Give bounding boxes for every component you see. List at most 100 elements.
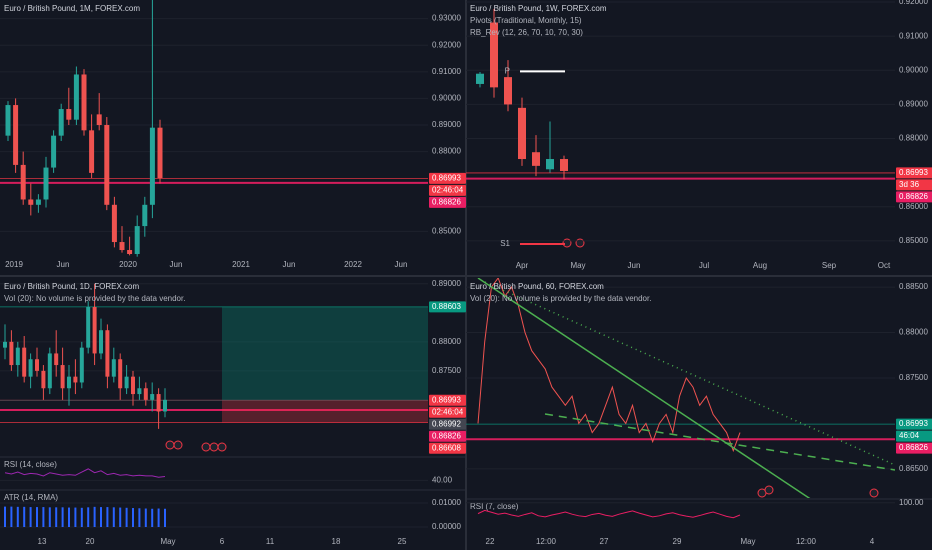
price-badge (429, 172, 466, 184)
candle-body (81, 74, 87, 131)
candle-body (96, 114, 102, 126)
candle-body (35, 199, 41, 205)
price-badge-label: 02:46:04 (432, 186, 464, 195)
candle-body (124, 376, 129, 389)
indicator-bar (16, 506, 19, 527)
plot (0, 0, 428, 257)
candle-body (15, 347, 20, 366)
candle-body (118, 359, 123, 389)
candle-body (60, 365, 65, 389)
y-tick-label: 40.00 (432, 476, 453, 485)
x-tick-label: Jun (628, 261, 641, 270)
plot (0, 283, 428, 429)
y-tick-label: 0.88000 (899, 134, 928, 143)
price-badge-label: 0.88603 (432, 302, 461, 311)
x-tick-label: Oct (878, 261, 891, 270)
x-tick-label: 29 (673, 537, 682, 546)
x-tick-label: Aug (753, 261, 767, 270)
chart-title: Euro / British Pound, 1M, FOREX.com (4, 4, 140, 13)
y-tick-label: 0.86000 (899, 202, 928, 211)
subpanel-title: RSI (14, close) (4, 460, 57, 469)
candle-body (20, 164, 26, 200)
y-tick-label: 0.92000 (899, 0, 928, 6)
candle-body (54, 353, 59, 366)
indicator-bar (36, 507, 38, 527)
indicator-bar (157, 508, 160, 527)
x-tick-label: 2021 (232, 260, 250, 269)
x-tick-label: May (160, 537, 175, 546)
x-tick-label: 20 (86, 537, 95, 546)
x-tick-label: 25 (398, 537, 407, 546)
price-badge-label: 0.86993 (432, 174, 461, 183)
candle-body (111, 359, 116, 377)
y-tick-label: 0.90000 (432, 94, 461, 103)
candle-body (131, 376, 135, 395)
price-badge (429, 406, 466, 418)
x-tick-label: Apr (516, 261, 529, 270)
price-badge-label: 0.86826 (899, 192, 928, 201)
x-tick-label: 18 (332, 537, 341, 546)
price-badge (429, 430, 466, 442)
x-tick-label: Jun (170, 260, 183, 269)
chart-title: Euro / British Pound, 1W, FOREX.com (470, 4, 607, 13)
candle-body (504, 77, 512, 105)
y-tick-label: 0.87500 (899, 373, 928, 382)
candle-body (41, 370, 46, 389)
x-tick-label: 2020 (119, 260, 137, 269)
price-badge (429, 301, 466, 313)
candle-body (157, 127, 163, 179)
candle-body (3, 341, 7, 348)
y-tick-label: 0.92000 (432, 40, 461, 49)
y-tick-label: 0.91000 (899, 31, 928, 40)
candle-body (163, 399, 167, 412)
price-badge-label: 0.86993 (899, 419, 928, 428)
indicator-bar (119, 507, 122, 527)
indicator-bar (125, 507, 128, 527)
study-label: Vol (20): No volume is provided by the d… (4, 294, 185, 303)
candle-body (127, 250, 133, 255)
candle-body (89, 130, 95, 173)
pivot-label: S1 (500, 239, 510, 248)
study-label: RB_Rev (12, 26, 70, 10, 70, 30) (470, 28, 583, 37)
indicator-bar (151, 508, 154, 527)
price-badge-label: 0.86993 (432, 395, 461, 404)
candle-body (9, 341, 14, 366)
price-badge (896, 191, 932, 203)
candle-body (490, 22, 498, 88)
candle-body (105, 330, 110, 377)
y-tick-label: 0.89000 (432, 279, 461, 288)
y-tick-label: 0.89000 (432, 120, 461, 129)
candle-body (73, 376, 78, 383)
x-tick-label: 27 (600, 537, 609, 546)
price-badge-label: 0.86993 (899, 168, 928, 177)
candle-body (99, 330, 103, 354)
candle-body (22, 347, 27, 377)
subpanel-title: RSI (7, close) (470, 502, 519, 511)
candle-body (111, 204, 117, 243)
candle-body (66, 109, 72, 120)
price-badge-label: 0.86826 (899, 443, 928, 452)
price-badge-label: 0.86608 (432, 443, 461, 452)
price-badge-label: 0.86826 (432, 198, 461, 207)
y-tick-label: 0.93000 (432, 14, 461, 23)
x-tick-label: 2019 (5, 260, 23, 269)
y-tick-label: 0.85000 (899, 236, 928, 245)
price-badge (896, 430, 932, 442)
candle-body (92, 307, 97, 354)
candle-body (67, 376, 71, 389)
indicator-bar (23, 506, 26, 527)
candle-body (35, 359, 39, 371)
candle-body (546, 159, 554, 170)
x-tick-label: 12:00 (796, 537, 817, 546)
position-target (222, 306, 428, 401)
plot (466, 278, 895, 498)
price-badge (896, 418, 932, 430)
candle-body (150, 394, 155, 400)
candle-body (5, 105, 11, 136)
candle-body (532, 152, 540, 166)
candle-body (13, 105, 19, 165)
candle-body (137, 388, 142, 395)
price-line (477, 278, 741, 453)
price-badge (429, 196, 466, 208)
